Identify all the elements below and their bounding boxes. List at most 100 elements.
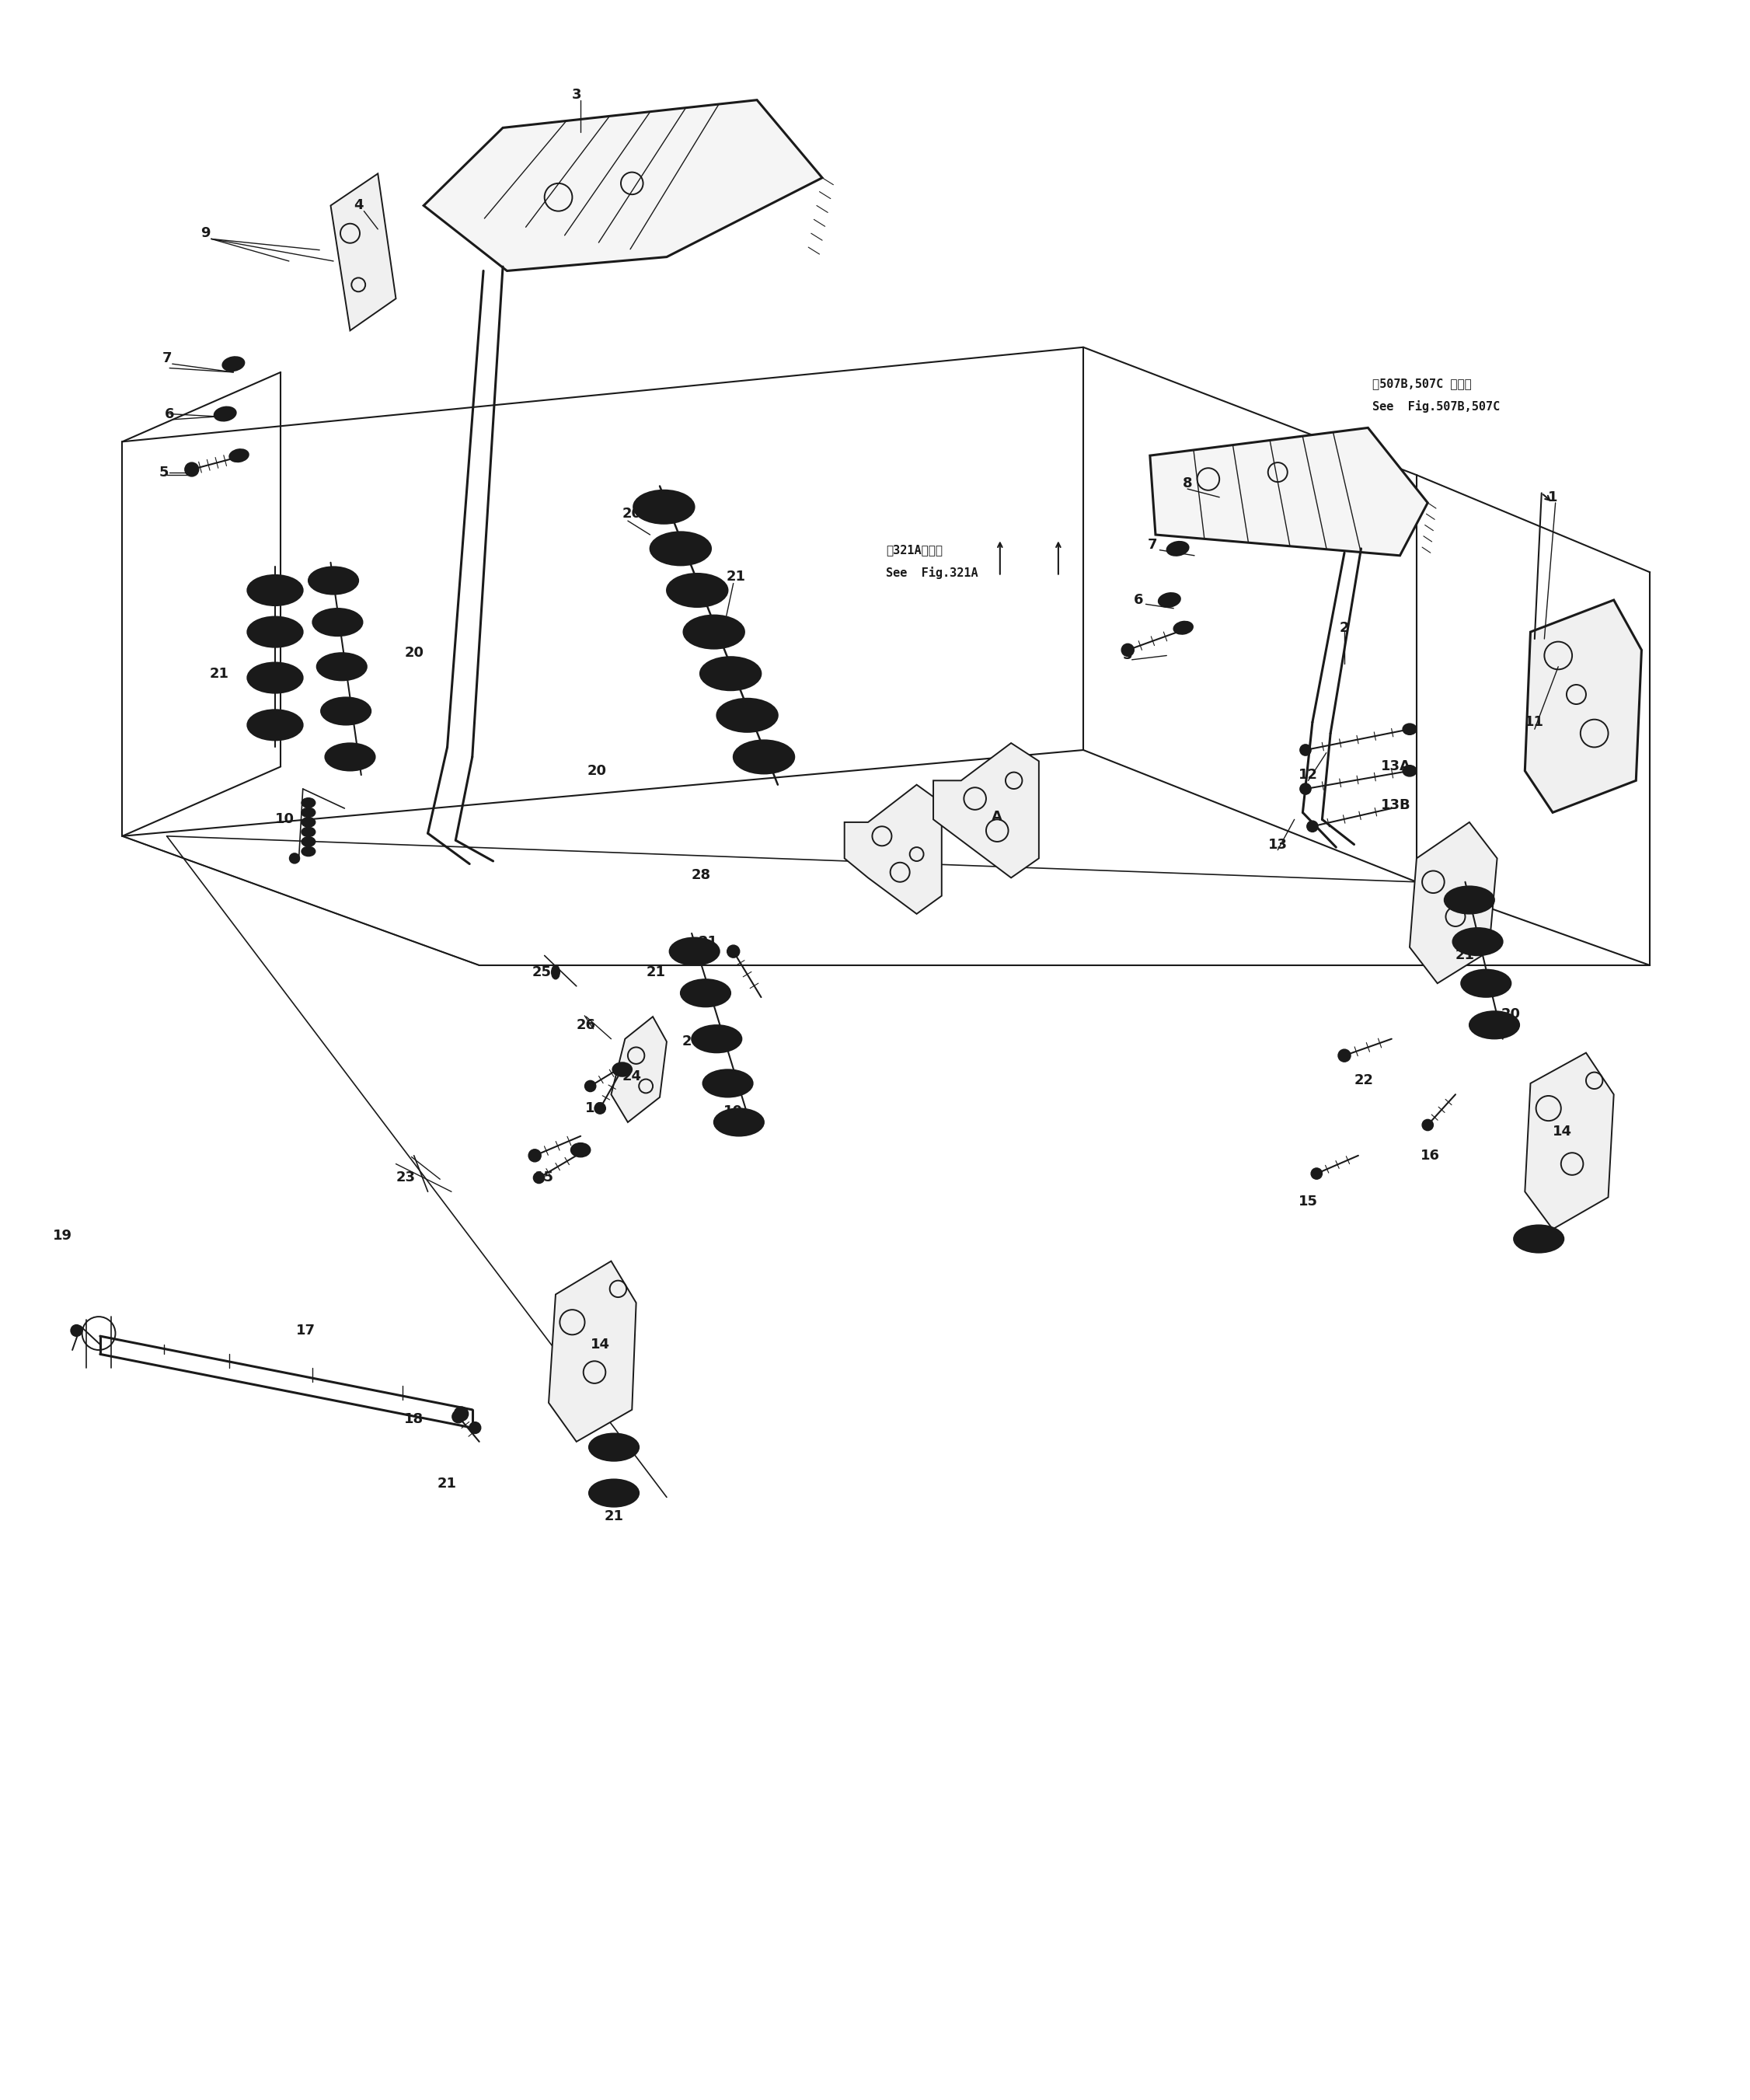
Text: 10: 10 [724, 1105, 744, 1117]
Ellipse shape [219, 410, 231, 418]
Ellipse shape [683, 615, 744, 649]
Circle shape [1300, 783, 1311, 794]
Ellipse shape [326, 615, 350, 630]
Text: 21: 21 [438, 1476, 457, 1491]
Ellipse shape [261, 582, 289, 598]
Text: 21: 21 [1456, 949, 1475, 962]
Circle shape [1423, 1119, 1433, 1130]
Ellipse shape [1474, 976, 1498, 991]
Text: 第321A図参照: 第321A図参照 [886, 544, 943, 556]
Ellipse shape [301, 836, 315, 846]
Text: 17: 17 [296, 1323, 315, 1338]
Ellipse shape [247, 662, 303, 693]
Ellipse shape [704, 1069, 752, 1096]
Circle shape [595, 1102, 606, 1113]
Ellipse shape [228, 361, 240, 367]
Ellipse shape [649, 531, 710, 565]
Text: 6: 6 [1134, 592, 1144, 607]
Circle shape [584, 1082, 595, 1092]
Text: 8: 8 [1183, 477, 1192, 489]
Text: 21: 21 [604, 1510, 623, 1525]
Ellipse shape [665, 540, 696, 556]
Ellipse shape [308, 567, 359, 594]
Ellipse shape [718, 699, 777, 733]
Ellipse shape [320, 573, 346, 588]
Ellipse shape [1164, 596, 1174, 603]
Ellipse shape [1456, 892, 1482, 907]
Text: 16: 16 [584, 1100, 604, 1115]
Ellipse shape [693, 987, 718, 1000]
Ellipse shape [1526, 1233, 1550, 1245]
Circle shape [1311, 1168, 1323, 1180]
Ellipse shape [261, 718, 289, 733]
Text: 3: 3 [572, 88, 581, 101]
Text: 24: 24 [623, 1069, 642, 1084]
Ellipse shape [1470, 1012, 1519, 1040]
Text: 21: 21 [646, 966, 665, 979]
Ellipse shape [1167, 542, 1188, 556]
Circle shape [726, 945, 740, 958]
Text: 9: 9 [201, 227, 210, 239]
Polygon shape [1524, 601, 1641, 813]
Polygon shape [1150, 428, 1428, 556]
Text: 7: 7 [163, 351, 172, 365]
Text: 20: 20 [623, 506, 642, 521]
Ellipse shape [1174, 622, 1194, 634]
Ellipse shape [222, 357, 245, 372]
Circle shape [455, 1407, 467, 1422]
Circle shape [1339, 1050, 1351, 1063]
Ellipse shape [247, 617, 303, 647]
Ellipse shape [681, 979, 730, 1006]
Polygon shape [550, 1262, 637, 1443]
Ellipse shape [247, 575, 303, 605]
Text: 13: 13 [1269, 838, 1288, 850]
Polygon shape [845, 785, 942, 913]
Circle shape [469, 1422, 481, 1434]
Circle shape [1307, 821, 1318, 832]
Text: 11: 11 [1524, 716, 1544, 729]
Text: 20: 20 [1502, 1006, 1521, 1021]
Text: 21: 21 [210, 666, 229, 680]
Text: 第507B,507C 図参照: 第507B,507C 図参照 [1372, 378, 1472, 388]
Ellipse shape [749, 748, 779, 764]
Text: 21: 21 [1521, 1237, 1540, 1249]
Ellipse shape [247, 710, 303, 741]
Text: 26: 26 [576, 1018, 595, 1031]
Ellipse shape [726, 1115, 751, 1130]
Circle shape [1300, 743, 1311, 756]
Ellipse shape [1452, 928, 1503, 956]
Ellipse shape [714, 1109, 765, 1136]
Ellipse shape [570, 1142, 590, 1157]
Ellipse shape [733, 739, 794, 773]
Text: 5: 5 [159, 466, 168, 479]
Ellipse shape [716, 1077, 740, 1090]
Ellipse shape [334, 704, 359, 718]
Ellipse shape [1514, 1224, 1564, 1252]
Ellipse shape [649, 498, 679, 514]
Ellipse shape [329, 659, 354, 674]
Text: 16: 16 [1421, 1149, 1440, 1163]
Ellipse shape [612, 1063, 632, 1077]
Circle shape [186, 462, 200, 477]
Polygon shape [424, 101, 823, 271]
Text: 23: 23 [396, 1172, 415, 1184]
Text: 1: 1 [1547, 489, 1558, 504]
Ellipse shape [698, 624, 730, 640]
Text: 21: 21 [726, 569, 746, 584]
Ellipse shape [683, 945, 707, 958]
Ellipse shape [326, 743, 374, 771]
Ellipse shape [691, 1025, 742, 1052]
Polygon shape [331, 174, 396, 330]
Text: 27: 27 [712, 991, 732, 1004]
Ellipse shape [229, 449, 248, 462]
Ellipse shape [683, 582, 712, 598]
Text: See  Fig.507B,507C: See Fig.507B,507C [1372, 399, 1500, 412]
Text: 20: 20 [404, 647, 423, 659]
Circle shape [528, 1149, 541, 1161]
Ellipse shape [590, 1478, 639, 1508]
Ellipse shape [602, 1441, 626, 1453]
Polygon shape [1524, 1052, 1614, 1228]
Ellipse shape [213, 407, 236, 420]
Text: 22: 22 [1354, 1073, 1374, 1088]
Ellipse shape [1461, 970, 1510, 998]
